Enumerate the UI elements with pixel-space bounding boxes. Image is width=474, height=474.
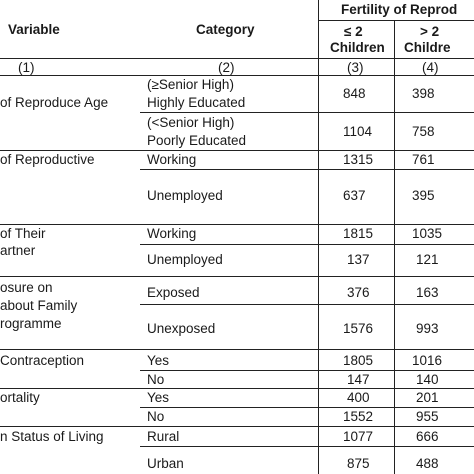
row-divider [0, 276, 474, 277]
header-bottom-rule [0, 58, 474, 59]
category-label-line: Urban [147, 456, 184, 471]
value-col2: 666 [416, 429, 439, 444]
category-label-line: (<Senior High) [147, 115, 235, 130]
col2-separator [394, 20, 395, 474]
category-label-line: Unexposed [147, 321, 216, 336]
category-label-line: Yes [147, 390, 170, 405]
variable-label-line: osure on [0, 280, 53, 295]
variable-label-line: about Family [0, 298, 78, 313]
row-divider [0, 426, 474, 427]
category-label-line: No [147, 409, 165, 424]
value-col2: 201 [416, 390, 439, 405]
variable-label-line: of Reproduce Age [0, 95, 109, 110]
value-col1: 376 [347, 285, 370, 300]
value-col1: 1576 [343, 321, 374, 336]
value-col2: 761 [412, 152, 435, 167]
variable-label-line: rogramme [0, 316, 62, 331]
variable-label-line: of Reproductive [0, 152, 95, 167]
variable-label-line: ortality [0, 390, 40, 405]
col1-header-line2: Children [330, 40, 385, 55]
value-col1: 1552 [343, 409, 374, 424]
value-col1: 875 [347, 456, 370, 471]
category-divider [140, 370, 474, 371]
col-number-variable: (1) [18, 60, 35, 75]
column-number-rule [0, 75, 474, 76]
value-col1: 1077 [343, 429, 374, 444]
category-label-line: Highly Educated [147, 95, 246, 110]
value-col1: 1104 [343, 124, 373, 139]
value-col1: 147 [347, 372, 370, 387]
category-divider [140, 244, 474, 245]
header-top-rule [318, 20, 474, 21]
value-col2: 955 [416, 409, 439, 424]
category-label-line: Unemployed [147, 188, 223, 203]
value-col2: 488 [416, 456, 439, 471]
variable-label-line: n Status of Living [0, 429, 104, 444]
variable-label-line: Contraception [0, 353, 85, 368]
category-divider [140, 446, 474, 447]
category-divider [140, 112, 474, 113]
value-col1: 848 [343, 86, 366, 101]
value-col1: 1315 [343, 152, 374, 167]
row-divider [0, 388, 474, 389]
category-label-line: Poorly Educated [147, 133, 247, 148]
row-divider [0, 150, 474, 151]
value-col2: 1016 [412, 353, 443, 368]
category-label-line: Unemployed [147, 252, 223, 267]
category-label-line: (≥Senior High) [147, 77, 234, 92]
value-col1: 137 [347, 252, 370, 267]
col2-header-line1: > 2 [420, 24, 440, 39]
value-col1: 1805 [343, 353, 374, 368]
category-label-line: Yes [147, 353, 170, 368]
value-col2: 163 [416, 285, 439, 300]
value-col1: 400 [347, 390, 370, 405]
col-number-1: (3) [347, 60, 364, 75]
col-number-2: (4) [422, 60, 439, 75]
variable-label-line: artner [0, 243, 36, 258]
category-label-line: Working [147, 226, 197, 241]
category-label-line: Working [147, 152, 197, 167]
variable-header: Variable [8, 22, 60, 37]
category-divider [140, 304, 474, 305]
value-col1: 1815 [343, 226, 374, 241]
category-header: Category [196, 22, 255, 37]
value-col1: 637 [343, 188, 366, 203]
value-col2: 395 [412, 188, 435, 203]
value-col2: 758 [412, 124, 435, 139]
category-divider [140, 407, 474, 408]
fertility-header: Fertility of Reprod [341, 2, 458, 17]
category-label-line: Rural [147, 429, 180, 444]
value-col2: 1035 [412, 226, 443, 241]
variable-label-line: of Their [0, 226, 46, 241]
value-col2: 398 [412, 86, 435, 101]
category-label-line: No [147, 372, 165, 387]
value-col2: 993 [416, 321, 439, 336]
col1-separator [318, 0, 319, 474]
value-col2: 140 [416, 372, 439, 387]
category-label-line: Exposed [147, 285, 200, 300]
value-col2: 121 [416, 252, 439, 267]
col1-header-line1: ≤ 2 [344, 24, 363, 39]
row-divider [0, 349, 474, 350]
category-divider [140, 169, 474, 170]
col2-header-line2: Childre [404, 40, 451, 55]
row-divider [0, 224, 474, 225]
col-number-category: (2) [218, 60, 235, 75]
